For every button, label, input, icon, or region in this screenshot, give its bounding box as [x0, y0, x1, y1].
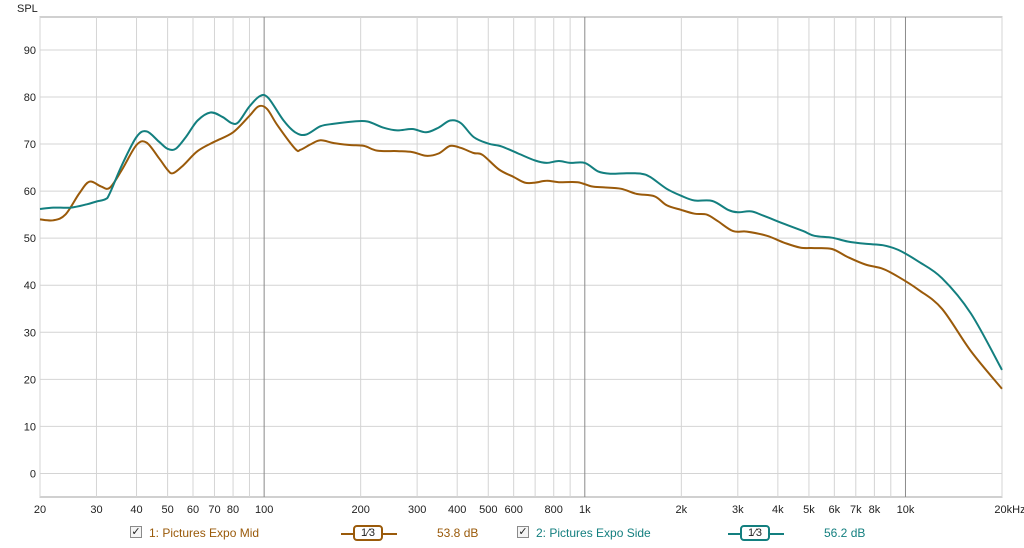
- y-tick-label: 90: [24, 45, 36, 57]
- x-tick-label: 30: [90, 504, 102, 516]
- series-1-label: 1: Pictures Expo Mid: [149, 526, 260, 540]
- series-1-smoothing-control[interactable]: 1⁄3: [341, 523, 397, 543]
- x-tick-label: 7k: [850, 504, 862, 516]
- x-tick-label: 1k: [579, 504, 591, 516]
- series-1-line: [39, 104, 1003, 390]
- x-tick-label: 20kHz: [994, 504, 1024, 516]
- x-tick-label: 5k: [803, 504, 815, 516]
- x-tick-label: 300: [408, 504, 426, 516]
- series-2-smoothing-control[interactable]: 1⁄3: [728, 523, 784, 543]
- x-tick-label: 600: [504, 504, 522, 516]
- frequency-response-chart: 0 10 20 30 40 50 60 70 80 90 20 30 40 50 60 70 80 100 200 3…: [17, 3, 1024, 516]
- series-1-smoothing-label: 1⁄3: [353, 525, 383, 541]
- y-tick-label: 50: [24, 233, 36, 245]
- x-tick-label: 10k: [897, 504, 915, 516]
- x-tick-label: 20: [34, 504, 46, 516]
- grid-lines: [39, 17, 1003, 497]
- x-tick-label: 100: [255, 504, 273, 516]
- y-tick-label: 10: [24, 421, 36, 433]
- x-tick-label: 70: [208, 504, 220, 516]
- x-tick-label: 4k: [772, 504, 784, 516]
- x-tick-label: 50: [161, 504, 173, 516]
- x-tick-label: 6k: [829, 504, 841, 516]
- plot-background: [39, 16, 1003, 498]
- series-2-checkbox[interactable]: ✓: [517, 526, 529, 538]
- y-axis-label: SPL: [17, 3, 38, 15]
- series-2-label: 2: Pictures Expo Side: [536, 526, 651, 540]
- tick-labels: 0 10 20 30 40 50 60 70 80 90 20 30 40 50 60 70 80 100 200 3…: [24, 45, 1024, 516]
- series-1-level: 53.8 dB: [437, 526, 479, 540]
- x-tick-label: 400: [448, 504, 466, 516]
- y-tick-label: 80: [24, 92, 36, 104]
- x-tick-label: 500: [479, 504, 497, 516]
- y-tick-label: 0: [30, 468, 36, 480]
- y-tick-label: 40: [24, 280, 36, 292]
- series-lines: [39, 93, 1003, 390]
- series-2-line: [39, 93, 1003, 371]
- legend: ✓ 1: Pictures Expo Mid 1⁄3 53.8 dB ✓ 2: …: [0, 522, 1024, 546]
- series-1-checkbox[interactable]: ✓: [130, 526, 142, 538]
- y-tick-label: 70: [24, 139, 36, 151]
- x-tick-label: 200: [351, 504, 369, 516]
- series-2-level: 56.2 dB: [824, 526, 866, 540]
- y-tick-label: 60: [24, 186, 36, 198]
- x-tick-label: 60: [187, 504, 199, 516]
- x-tick-label: 8k: [869, 504, 881, 516]
- x-tick-label: 80: [227, 504, 239, 516]
- series-2-smoothing-label: 1⁄3: [740, 525, 770, 541]
- x-tick-label: 800: [545, 504, 563, 516]
- x-tick-label: 40: [130, 504, 142, 516]
- x-tick-label: 3k: [732, 504, 744, 516]
- y-tick-label: 30: [24, 327, 36, 339]
- y-tick-label: 20: [24, 374, 36, 386]
- x-tick-label: 2k: [676, 504, 688, 516]
